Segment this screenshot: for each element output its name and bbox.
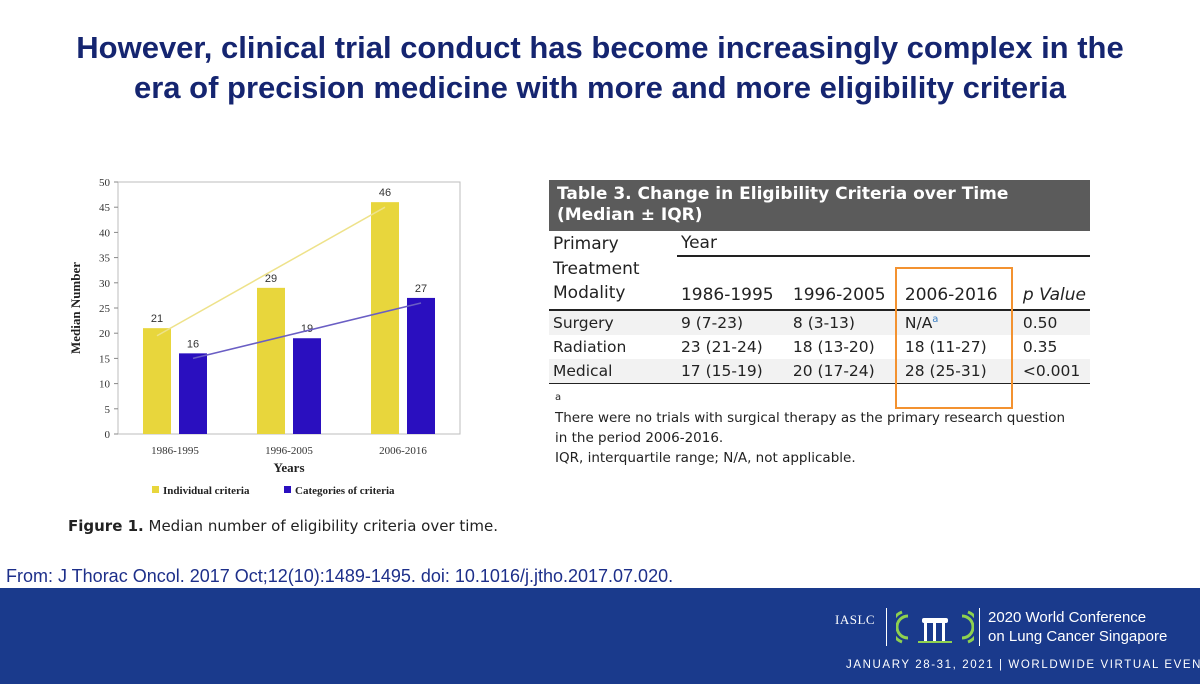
source-citation: From: J Thorac Oncol. 2017 Oct;12(10):14… [6, 566, 674, 586]
cell: 18 (13-20) [792, 338, 875, 356]
cell: 23 (21-24) [680, 338, 763, 356]
table-title-line-2: (Median ± IQR) [557, 205, 703, 225]
event-dates: JANUARY 28-31, 2021 | WORLDWIDE VIRTUAL … [846, 659, 1200, 671]
x-axis-label: Years [273, 460, 304, 475]
col-head-2006: 2006-2016 [904, 285, 998, 305]
footnote-line-1: a There were no trials with surgical ther… [555, 388, 1090, 428]
bar-categories-1996-2005 [293, 338, 321, 434]
col-head-1986: 1986-1995 [680, 285, 774, 305]
y-tick-label: 0 [105, 429, 111, 441]
table-footnotes: a There were no trials with surgical ther… [549, 388, 1090, 468]
row-label: Medical [553, 362, 613, 380]
data-label: 16 [187, 338, 199, 350]
head-year: Year [676, 231, 1090, 257]
table-row: Surgery 9 (7-23) 8 (3-13) N/Aa 0.50 [549, 310, 1090, 335]
bar-individual-1986-1995 [143, 328, 171, 434]
conference-name-line-2: on Lung Cancer Singapore [988, 628, 1168, 645]
x-tick-label: 2006-2016 [379, 445, 427, 457]
x-tick-label: 1996-2005 [265, 445, 313, 457]
data-label: 19 [301, 323, 313, 335]
bar-categories-2006-2016 [407, 297, 435, 434]
y-tick-label: 20 [99, 328, 111, 340]
conference-name: 2020 World Conference on Lung Cancer Sin… [988, 608, 1167, 646]
col-head-1996: 1996-2005 [792, 285, 886, 305]
conference-name-line-1: 2020 World Conference [988, 609, 1147, 626]
data-label: 21 [151, 313, 163, 325]
row-label: Surgery [553, 314, 614, 332]
y-tick-label: 25 [99, 303, 111, 315]
iaslc-logo-text: IASLC [835, 612, 876, 627]
table-title: Table 3. Change in Eligibility Criteria … [549, 180, 1090, 231]
cell: 20 (17-24) [792, 362, 875, 380]
col-head-p-value: p Value [1019, 281, 1090, 310]
eligibility-bar-chart: 0 5 10 15 20 25 30 35 40 45 50 Median Number 21 16 198… [68, 177, 461, 497]
legend-label: Individual criteria [163, 485, 250, 497]
cell: 8 (3-13) [792, 314, 855, 332]
footnote-text-1: There were no trials with surgical thera… [555, 410, 1066, 426]
footnote-line-3: IQR, interquartile range; N/A, not appli… [555, 450, 856, 466]
y-tick-label: 50 [99, 177, 111, 189]
bar-individual-2006-2016 [371, 202, 399, 434]
y-axis-label: Median Number [68, 262, 83, 354]
data-label: 27 [415, 283, 427, 295]
y-tick-label: 35 [99, 253, 111, 265]
slide-title-line-1: However, clinical trial conduct has beco… [76, 30, 1124, 65]
slide-title: However, clinical trial conduct has beco… [0, 28, 1200, 108]
trendline-categories [192, 302, 422, 360]
footer-divider [979, 608, 980, 646]
footer-divider [886, 608, 887, 646]
table-grid: Primary Year Treatment Modality 1986-199… [549, 231, 1090, 384]
figure-caption-label: Figure 1. [68, 517, 144, 535]
footnote-line-2: in the period 2006-2016. [555, 430, 724, 446]
legend-swatch [152, 486, 159, 493]
cell: <0.001 [1022, 362, 1081, 380]
y-tick-label: 5 [105, 404, 111, 416]
cell: 0.35 [1022, 338, 1058, 356]
highlight-box [895, 267, 1013, 409]
cell: 18 (11-27) [904, 338, 987, 356]
y-tick-label: 30 [99, 278, 111, 290]
bar-individual-1996-2005 [257, 287, 285, 434]
conference-logo-icon [896, 610, 974, 644]
data-label: 46 [379, 187, 391, 199]
cell: 17 (15-19) [680, 362, 763, 380]
cell: 9 (7-23) [680, 314, 743, 332]
eligibility-table: Table 3. Change in Eligibility Criteria … [549, 180, 1090, 468]
cell: 0.50 [1022, 314, 1058, 332]
cell: 28 (25-31) [904, 362, 987, 380]
head-primary-2: Treatment [553, 258, 640, 279]
head-primary-3: Modality [553, 283, 626, 303]
x-tick-label: 1986-1995 [151, 445, 199, 457]
table-row: Medical 17 (15-19) 20 (17-24) 28 (25-31)… [549, 359, 1090, 384]
figure-caption: Figure 1. Median number of eligibility c… [68, 517, 498, 535]
row-label: Radiation [553, 338, 627, 356]
figure-caption-text: Median number of eligibility criteria ov… [143, 517, 499, 535]
bar-categories-1986-1995 [179, 353, 207, 434]
y-tick-label: 40 [99, 227, 111, 239]
footnote-marker: a [555, 392, 562, 403]
cell-value: N/A [904, 314, 933, 333]
slide-title-line-2: era of precision medicine with more and … [134, 70, 1066, 105]
footer-bar [0, 588, 1200, 684]
data-label: 29 [265, 273, 277, 285]
legend-label: Categories of criteria [295, 485, 395, 497]
col-head-p-value-text: p Value [1022, 285, 1086, 305]
table-row: Radiation 23 (21-24) 18 (13-20) 18 (11-2… [549, 335, 1090, 359]
table-title-line-1: Table 3. Change in Eligibility Criteria … [557, 184, 1009, 204]
head-primary-1: Primary [553, 233, 619, 254]
cell: N/Aa [901, 310, 1019, 335]
trendline-individual [156, 206, 386, 337]
footnote-marker: a [932, 313, 939, 325]
y-tick-label: 15 [99, 353, 111, 365]
y-tick-label: 10 [99, 379, 111, 391]
y-tick-label: 45 [99, 202, 111, 214]
legend-swatch [284, 486, 291, 493]
